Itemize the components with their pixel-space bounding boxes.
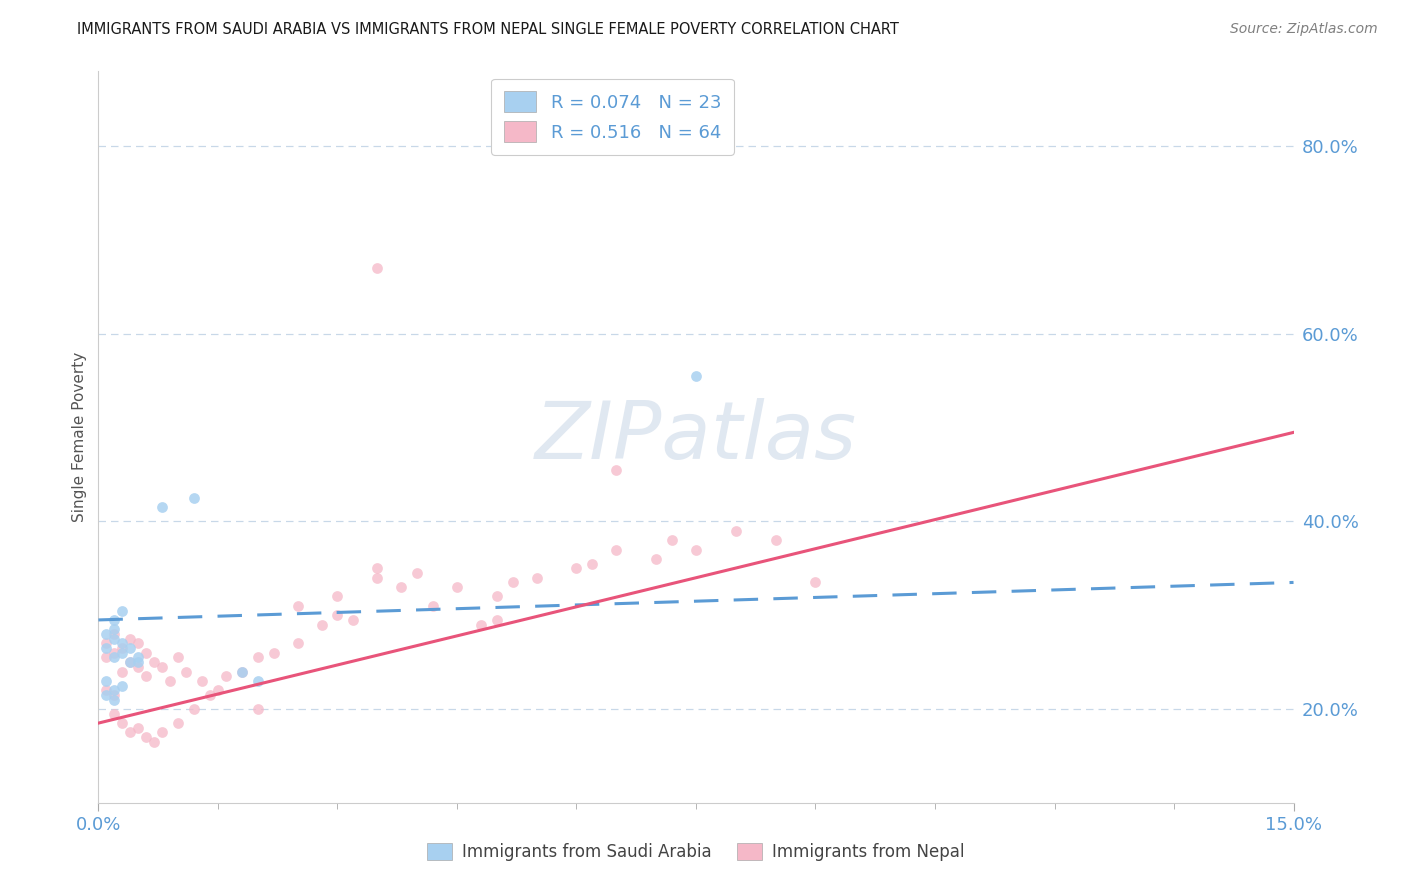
Point: [198, 688, 221, 702]
Text: Source: ZipAtlas.com: Source: ZipAtlas.com: [1230, 22, 1378, 37]
Point: [231, 665, 253, 679]
Point: [111, 679, 134, 693]
Point: [96, 627, 118, 641]
Point: [96, 650, 118, 665]
Point: [111, 641, 134, 656]
Point: [645, 552, 668, 566]
Point: [135, 730, 157, 744]
Point: [183, 491, 205, 505]
Point: [804, 575, 827, 590]
Point: [96, 641, 118, 656]
Point: [135, 669, 157, 683]
Point: [366, 261, 388, 276]
Point: [215, 669, 238, 683]
Point: [446, 580, 468, 594]
Point: [167, 716, 190, 731]
Point: [127, 636, 149, 650]
Point: [103, 688, 125, 702]
Point: [143, 735, 166, 749]
Point: [485, 613, 508, 627]
Point: [103, 692, 125, 706]
Point: [111, 665, 134, 679]
Point: [127, 650, 149, 665]
Point: [366, 561, 388, 575]
Point: [120, 655, 142, 669]
Point: [287, 599, 309, 613]
Point: [120, 725, 142, 739]
Point: [96, 683, 118, 698]
Point: [143, 655, 166, 669]
Point: [470, 617, 492, 632]
Point: [326, 608, 349, 623]
Point: [103, 683, 125, 698]
Point: [183, 702, 205, 716]
Point: [565, 561, 588, 575]
Point: [127, 655, 149, 669]
Point: [661, 533, 683, 548]
Point: [526, 571, 548, 585]
Point: [135, 646, 157, 660]
Point: [246, 650, 269, 665]
Point: [103, 650, 125, 665]
Point: [111, 603, 134, 617]
Point: [246, 673, 269, 688]
Text: IMMIGRANTS FROM SAUDI ARABIA VS IMMIGRANTS FROM NEPAL SINGLE FEMALE POVERTY CORR: IMMIGRANTS FROM SAUDI ARABIA VS IMMIGRAN…: [77, 22, 900, 37]
Point: [485, 590, 508, 604]
Point: [246, 702, 269, 716]
Point: [111, 716, 134, 731]
Point: [150, 660, 173, 674]
Point: [96, 688, 118, 702]
Point: [103, 646, 125, 660]
Point: [127, 721, 149, 735]
Point: [111, 636, 134, 650]
Point: [724, 524, 747, 538]
Point: [120, 632, 142, 646]
Point: [389, 580, 412, 594]
Point: [96, 673, 118, 688]
Text: ZIPatlas: ZIPatlas: [534, 398, 858, 476]
Point: [581, 557, 603, 571]
Point: [150, 500, 173, 515]
Point: [191, 673, 214, 688]
Point: [685, 542, 707, 557]
Point: [287, 636, 309, 650]
Point: [605, 463, 627, 477]
Point: [120, 655, 142, 669]
Point: [765, 533, 787, 548]
Point: [422, 599, 444, 613]
Y-axis label: Single Female Poverty: Single Female Poverty: [72, 352, 87, 522]
Point: [159, 673, 181, 688]
Point: [103, 623, 125, 637]
Point: [605, 542, 627, 557]
Point: [103, 632, 125, 646]
Point: [120, 641, 142, 656]
Point: [685, 369, 707, 384]
Point: [150, 725, 173, 739]
Point: [174, 665, 197, 679]
Point: [366, 571, 388, 585]
Point: [406, 566, 429, 580]
Legend: Immigrants from Saudi Arabia, Immigrants from Nepal: Immigrants from Saudi Arabia, Immigrants…: [420, 836, 972, 868]
Point: [103, 613, 125, 627]
Point: [207, 683, 229, 698]
Point: [311, 617, 333, 632]
Point: [231, 665, 253, 679]
Point: [103, 706, 125, 721]
Point: [342, 613, 364, 627]
Point: [502, 575, 524, 590]
Point: [111, 646, 134, 660]
Point: [167, 650, 190, 665]
Point: [127, 660, 149, 674]
Point: [263, 646, 285, 660]
Point: [103, 627, 125, 641]
Point: [96, 636, 118, 650]
Point: [326, 590, 349, 604]
